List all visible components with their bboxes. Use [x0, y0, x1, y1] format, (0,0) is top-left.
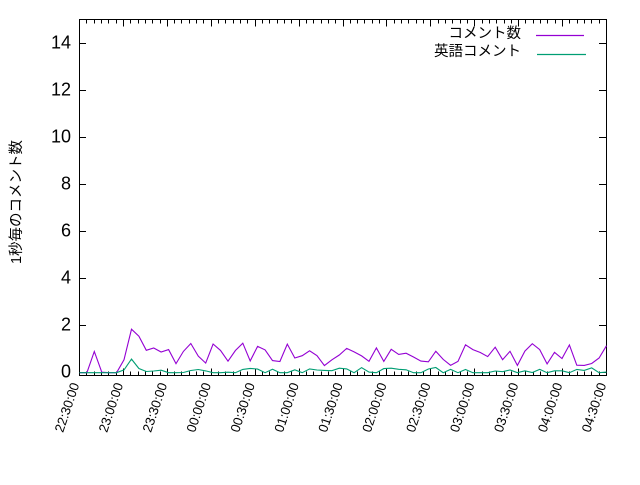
svg-text:4: 4 — [61, 268, 71, 288]
svg-text:10: 10 — [51, 127, 71, 147]
svg-text:2: 2 — [61, 315, 71, 335]
svg-text:12: 12 — [51, 80, 71, 100]
svg-text:8: 8 — [61, 174, 71, 194]
svg-text:14: 14 — [51, 33, 71, 53]
svg-text:1秒毎のコメント数: 1秒毎のコメント数 — [8, 139, 25, 264]
svg-text:6: 6 — [61, 221, 71, 241]
svg-text:0: 0 — [61, 362, 71, 382]
svg-text:英語コメント: 英語コメント — [434, 42, 521, 60]
svg-text:コメント数: コメント数 — [449, 25, 522, 42]
